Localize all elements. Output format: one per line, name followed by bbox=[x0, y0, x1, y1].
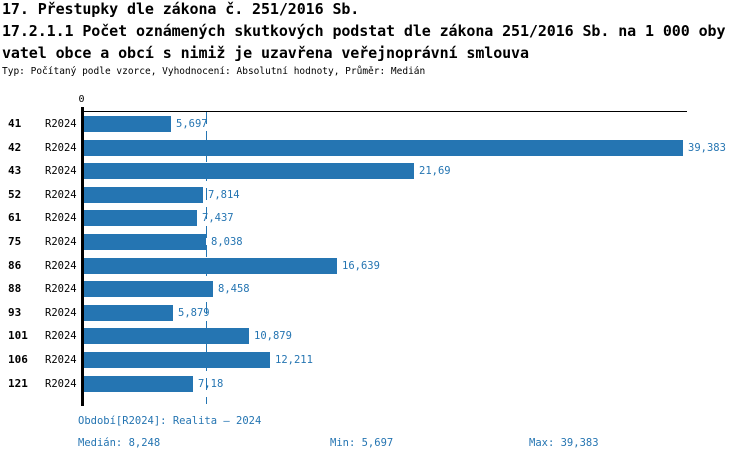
bar-value-label: 16,639 bbox=[342, 260, 380, 272]
bar-value-label: 7,814 bbox=[208, 189, 240, 201]
row-category-label: 101 bbox=[8, 329, 28, 342]
row-category-label: 86 bbox=[8, 259, 22, 272]
chart-row: 43 R2024 21,69 bbox=[0, 159, 750, 183]
row-period-label: R2024 bbox=[45, 307, 77, 319]
bar-value-label: 21,69 bbox=[419, 165, 451, 177]
row-category-label: 93 bbox=[8, 306, 22, 319]
row-category-label: 43 bbox=[8, 164, 22, 177]
value-bar bbox=[84, 210, 197, 226]
row-period-label: R2024 bbox=[45, 378, 77, 390]
chart-row: 86 R2024 16,639 bbox=[0, 254, 750, 278]
value-bar bbox=[84, 305, 173, 321]
value-bar bbox=[84, 116, 171, 132]
value-bar bbox=[84, 328, 249, 344]
row-period-label: R2024 bbox=[45, 142, 77, 154]
row-period-label: R2024 bbox=[45, 283, 77, 295]
bar-value-label: 8,458 bbox=[218, 283, 250, 295]
value-bar bbox=[84, 234, 206, 250]
row-period-label: R2024 bbox=[45, 330, 77, 342]
chart-row: 61 R2024 7,437 bbox=[0, 206, 750, 230]
value-bar bbox=[84, 187, 203, 203]
bar-value-label: 10,879 bbox=[254, 330, 292, 342]
row-category-label: 121 bbox=[8, 377, 28, 390]
value-bar bbox=[84, 258, 337, 274]
row-period-label: R2024 bbox=[45, 165, 77, 177]
row-period-label: R2024 bbox=[45, 212, 77, 224]
bar-value-label: 39,383 bbox=[688, 142, 726, 154]
row-category-label: 61 bbox=[8, 211, 22, 224]
value-bar bbox=[84, 281, 213, 297]
row-period-label: R2024 bbox=[45, 260, 77, 272]
row-category-label: 106 bbox=[8, 353, 28, 366]
footer-median-stat: Medián: 8,248 bbox=[78, 437, 161, 449]
value-bar bbox=[84, 140, 683, 156]
row-category-label: 42 bbox=[8, 141, 22, 154]
row-period-label: R2024 bbox=[45, 354, 77, 366]
value-bar bbox=[84, 352, 270, 368]
chart-row: 93 R2024 5,879 bbox=[0, 301, 750, 325]
row-period-label: R2024 bbox=[45, 189, 77, 201]
value-bar bbox=[84, 376, 193, 392]
chart-indicator-title-line2: vatel obce a obcí s nimiž je uzavřena ve… bbox=[2, 44, 529, 62]
row-category-label: 52 bbox=[8, 188, 22, 201]
chart-indicator-title-line1: 17.2.1.1 Počet oznámených skutkových pod… bbox=[2, 22, 726, 40]
x-axis-zero-tick-label: 0 bbox=[78, 94, 85, 105]
row-period-label: R2024 bbox=[45, 118, 77, 130]
chart-chapter-title: 17. Přestupky dle zákona č. 251/2016 Sb. bbox=[2, 0, 360, 18]
bar-value-label: 8,038 bbox=[211, 236, 243, 248]
footer-max-stat: Max: 39,383 bbox=[529, 437, 599, 449]
row-category-label: 75 bbox=[8, 235, 22, 248]
bar-value-label: 5,879 bbox=[178, 307, 210, 319]
chart-row: 41 R2024 5,697 bbox=[0, 112, 750, 136]
chart-row: 121 R2024 7,18 bbox=[0, 372, 750, 396]
row-category-label: 88 bbox=[8, 282, 22, 295]
footer-period-info: Období[R2024]: Realita – 2024 bbox=[78, 415, 262, 427]
chart-row: 52 R2024 7,814 bbox=[0, 183, 750, 207]
bar-value-label: 12,211 bbox=[275, 354, 313, 366]
plot-top-border bbox=[82, 111, 687, 112]
value-bar bbox=[84, 163, 414, 179]
chart-row: 88 R2024 8,458 bbox=[0, 277, 750, 301]
chart-row: 75 R2024 8,038 bbox=[0, 230, 750, 254]
row-category-label: 41 bbox=[8, 117, 22, 130]
bar-value-label: 5,697 bbox=[176, 118, 208, 130]
bar-value-label: 7,437 bbox=[202, 212, 234, 224]
y-axis-line bbox=[81, 107, 84, 406]
chart-row: 42 R2024 39,383 bbox=[0, 136, 750, 160]
chart-row: 101 R2024 10,879 bbox=[0, 324, 750, 348]
chart-row: 106 R2024 12,211 bbox=[0, 348, 750, 372]
footer-min-stat: Min: 5,697 bbox=[330, 437, 394, 449]
bar-value-label: 7,18 bbox=[198, 378, 224, 390]
row-period-label: R2024 bbox=[45, 236, 77, 248]
chart-meta-info: Typ: Počítaný podle vzorce, Vyhodnocení:… bbox=[2, 66, 426, 77]
